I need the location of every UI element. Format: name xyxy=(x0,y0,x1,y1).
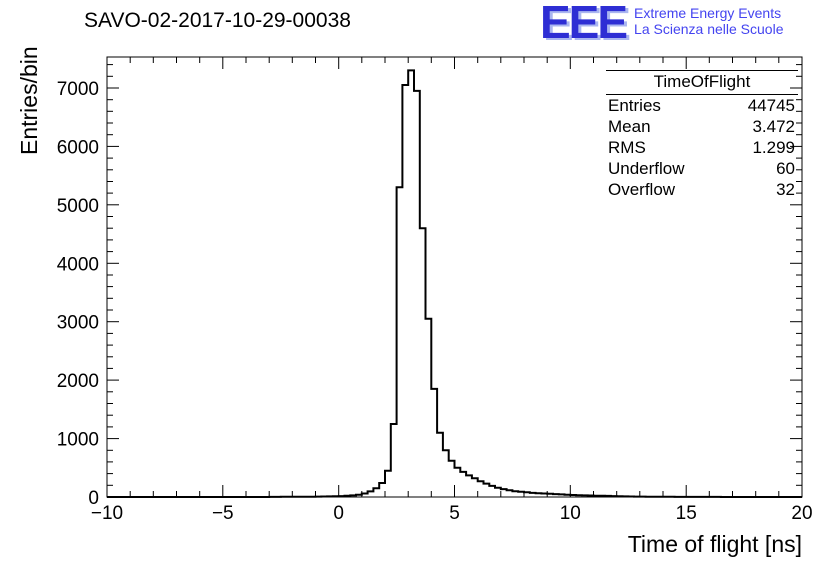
stats-row-label: Underflow xyxy=(608,159,685,178)
x-tick-label: 20 xyxy=(791,503,812,524)
stats-row: Underflow 60 xyxy=(606,158,798,179)
y-tick-label: 3000 xyxy=(57,313,99,334)
y-tick-label: 7000 xyxy=(57,79,99,100)
stats-row-label: Overflow xyxy=(608,180,676,199)
y-tick-label: 0 xyxy=(88,488,99,509)
x-tick-label: −5 xyxy=(212,503,234,524)
stats-row-value: 60 xyxy=(776,159,795,178)
eee-logo: EEE Extreme Energy Events La Scienza nel… xyxy=(540,0,783,48)
stats-box-title: TimeOfFlight xyxy=(606,70,798,95)
y-tick-label: 5000 xyxy=(57,196,99,217)
x-tick-label: 15 xyxy=(676,503,697,524)
eee-logo-line2: La Scienza nelle Scuole xyxy=(634,21,784,37)
y-tick-label: 2000 xyxy=(57,371,99,392)
stats-row-label: Entries xyxy=(608,96,661,115)
y-axis-title: Entries/bin xyxy=(16,46,42,155)
stats-row: Mean 3.472 xyxy=(606,116,798,137)
y-tick-label: 1000 xyxy=(57,430,99,451)
eee-logo-acronym: EEE xyxy=(540,0,628,48)
y-tick-label: 6000 xyxy=(57,137,99,158)
stats-row-value: 44745 xyxy=(747,96,795,115)
x-tick-label: 5 xyxy=(449,503,460,524)
eee-logo-line1: Extreme Energy Events xyxy=(634,5,782,21)
stats-row-label: Mean xyxy=(608,117,651,136)
y-tick-label: 4000 xyxy=(57,254,99,275)
x-axis-title: Time of flight [ns] xyxy=(627,531,802,557)
stats-row-value: 1.299 xyxy=(752,138,795,157)
plot-title: SAVO-02-2017-10-29-00038 xyxy=(84,9,351,32)
stats-box: TimeOfFlight Entries 44745 Mean 3.472 RMS 1.2… xyxy=(606,70,798,200)
stats-row: Overflow 32 xyxy=(606,179,798,200)
stats-row-value: 32 xyxy=(776,180,795,199)
stats-rows: Entries 44745 Mean 3.472 RMS 1.299 Underflow 60… xyxy=(606,95,798,200)
stats-row-label: RMS xyxy=(608,138,646,157)
stats-row-value: 3.472 xyxy=(752,117,795,136)
histogram-line xyxy=(107,69,802,498)
stats-row: Entries 44745 xyxy=(606,95,798,116)
x-tick-label: 10 xyxy=(560,503,581,524)
stats-row: RMS 1.299 xyxy=(606,137,798,158)
eee-logo-text: Extreme Energy Events La Scienza nelle S… xyxy=(634,1,783,37)
x-tick-label: 0 xyxy=(333,503,344,524)
x-tick-label: −10 xyxy=(91,503,123,524)
